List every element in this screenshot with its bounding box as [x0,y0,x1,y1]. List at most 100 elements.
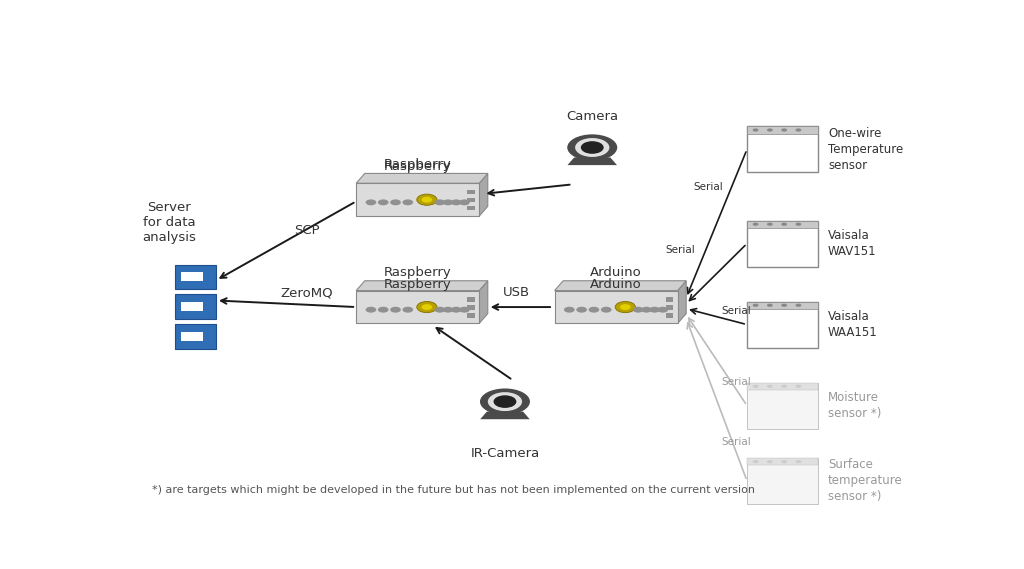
Circle shape [781,460,787,463]
Text: Raspberry: Raspberry [384,160,452,174]
Circle shape [767,222,773,226]
FancyBboxPatch shape [666,313,673,318]
Circle shape [753,385,759,388]
FancyBboxPatch shape [746,126,818,134]
Circle shape [796,304,802,307]
FancyBboxPatch shape [746,126,818,172]
Circle shape [459,307,470,312]
Text: Serial: Serial [666,245,695,255]
Circle shape [781,304,787,307]
FancyBboxPatch shape [468,313,475,318]
Polygon shape [480,411,529,419]
Circle shape [657,307,669,312]
Text: Serial: Serial [722,307,752,316]
FancyBboxPatch shape [666,297,673,302]
Circle shape [641,307,651,312]
Circle shape [390,199,400,205]
FancyBboxPatch shape [468,205,475,210]
Circle shape [753,304,759,307]
Polygon shape [497,407,513,411]
Text: Raspberry: Raspberry [384,266,452,279]
Circle shape [434,199,445,205]
Text: SCP: SCP [294,224,319,237]
Text: One-wire
Temperature
sensor: One-wire Temperature sensor [828,127,903,172]
Text: Serial: Serial [693,182,723,192]
Circle shape [442,199,454,205]
Polygon shape [678,281,686,324]
Text: Arduino: Arduino [590,266,642,279]
FancyBboxPatch shape [746,221,818,228]
FancyBboxPatch shape [181,272,203,282]
Circle shape [451,307,462,312]
FancyBboxPatch shape [746,382,818,428]
Circle shape [451,199,462,205]
Circle shape [767,385,773,388]
FancyBboxPatch shape [746,382,818,390]
Circle shape [633,307,643,312]
FancyBboxPatch shape [746,458,818,504]
FancyBboxPatch shape [746,221,818,266]
Circle shape [366,307,376,312]
Polygon shape [356,174,487,183]
Circle shape [620,304,631,310]
Ellipse shape [480,389,530,415]
FancyBboxPatch shape [468,297,475,302]
Text: *) are targets which might be developed in the future but has not been implement: *) are targets which might be developed … [152,485,755,496]
Circle shape [796,222,802,226]
Circle shape [459,199,470,205]
Text: IR-Camera: IR-Camera [470,447,540,460]
FancyBboxPatch shape [181,302,203,311]
Text: Moisture
sensor *): Moisture sensor *) [828,391,882,420]
Circle shape [767,129,773,131]
Circle shape [564,307,574,312]
FancyBboxPatch shape [181,332,203,341]
Polygon shape [479,281,487,324]
Circle shape [366,199,376,205]
FancyBboxPatch shape [746,302,818,348]
Circle shape [390,307,400,312]
Text: Serial: Serial [722,377,752,386]
Circle shape [781,385,787,388]
Text: USB: USB [504,286,530,299]
FancyBboxPatch shape [175,294,216,319]
Circle shape [753,222,759,226]
FancyBboxPatch shape [746,302,818,309]
Polygon shape [584,153,601,158]
Polygon shape [567,158,617,165]
Circle shape [417,194,437,205]
Circle shape [494,395,516,408]
Circle shape [753,129,759,131]
FancyBboxPatch shape [356,291,479,324]
Circle shape [767,460,773,463]
Circle shape [487,392,522,411]
Circle shape [422,197,432,203]
Polygon shape [356,281,487,291]
Circle shape [402,199,413,205]
Polygon shape [555,281,686,291]
Text: ZeroMQ: ZeroMQ [281,286,333,299]
FancyBboxPatch shape [555,291,678,324]
Text: Surface
temperature
sensor *): Surface temperature sensor *) [828,459,903,504]
Circle shape [781,129,787,131]
Text: Vaisala
WAV151: Vaisala WAV151 [828,229,877,258]
Circle shape [796,129,802,131]
Text: Vaisala
WAA151: Vaisala WAA151 [828,310,878,339]
Text: Serial: Serial [722,436,752,447]
Circle shape [402,307,413,312]
Circle shape [589,307,599,312]
FancyBboxPatch shape [468,305,475,310]
Circle shape [781,222,787,226]
Circle shape [796,385,802,388]
Text: Raspberry: Raspberry [384,158,452,171]
Ellipse shape [567,134,617,160]
Circle shape [434,307,445,312]
Text: Arduino: Arduino [590,278,642,291]
Circle shape [417,302,437,312]
Text: Camera: Camera [566,110,618,123]
Text: Server
for data
analysis: Server for data analysis [142,200,197,244]
FancyBboxPatch shape [746,458,818,465]
Circle shape [422,304,432,310]
Circle shape [581,141,604,154]
FancyBboxPatch shape [356,183,479,216]
Circle shape [601,307,611,312]
